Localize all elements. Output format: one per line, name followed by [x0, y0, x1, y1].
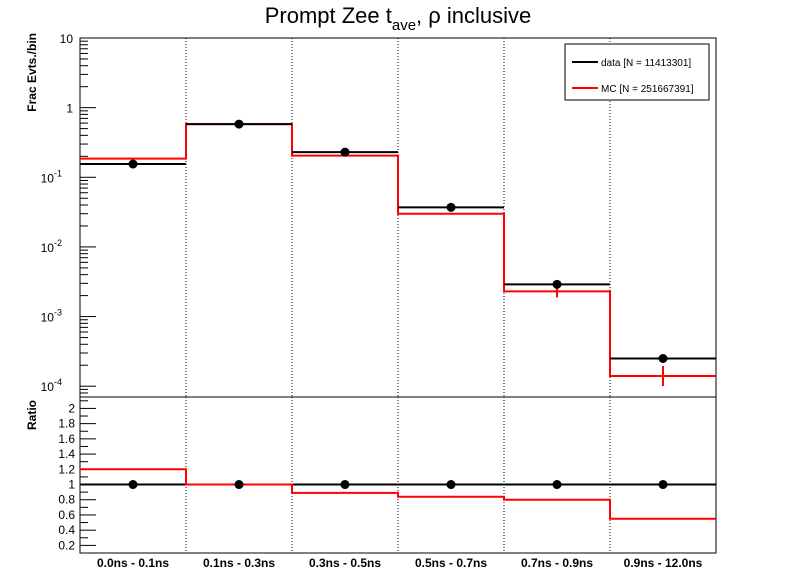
chart-title-subscript: ave: [392, 17, 416, 34]
data-ratio-point: [658, 480, 668, 490]
data-ratio-point: [340, 480, 350, 490]
x-category-label: 0.9ns - 12.0ns: [624, 556, 703, 570]
legend: data [N = 11413301] MC [N = 251667391]: [564, 43, 710, 101]
top-ytick-label: 10-1: [41, 168, 62, 185]
legend-box: [564, 43, 710, 101]
bottom-ytick-label: 1.4: [58, 447, 75, 461]
data-point: [552, 279, 562, 289]
top-ytick-label: 10-4: [41, 377, 62, 394]
data-point: [446, 202, 456, 212]
data-point: [234, 119, 244, 129]
bottom-plot: 0.20.40.60.81 1.21.41.61.8 2 0.0ns - 0.1ns 0…: [58, 396, 717, 570]
top-ytick-exponent: -3: [54, 308, 62, 318]
x-category-label: 0.7ns - 0.9ns: [521, 556, 593, 570]
x-category-label: 0.5ns - 0.7ns: [415, 556, 487, 570]
top-ytick-label: 10: [60, 32, 74, 46]
bottom-ytick-label: 2: [68, 401, 75, 415]
x-category-label: 0.1ns - 0.3ns: [203, 556, 275, 570]
bottom-ytick-label: 1: [68, 478, 75, 492]
top-ytick-base: 10: [60, 32, 74, 46]
legend-label-mc: MC [N = 251667391]: [601, 84, 694, 95]
data-point: [340, 147, 350, 157]
bottom-ytick-label: 1.2: [58, 462, 75, 476]
top-ytick-exponent: -4: [54, 377, 62, 387]
data-ratio-point: [234, 480, 244, 490]
top-ytick-label: 10-2: [41, 238, 62, 255]
top-ytick-exponent: -1: [54, 168, 62, 178]
data-ratio-point: [446, 480, 456, 490]
top-ytick-base: 10: [41, 171, 55, 185]
data-point: [658, 353, 668, 363]
bottom-ytick-label: 1.8: [58, 417, 75, 431]
top-ytick-exponent: -2: [54, 238, 62, 248]
x-category-label: 0.3ns - 0.5ns: [309, 556, 381, 570]
x-category-label: 0.0ns - 0.1ns: [97, 556, 169, 570]
bottom-ytick-label: 0.4: [58, 523, 75, 537]
top-ytick-base: 1: [66, 102, 73, 116]
data-ratio-point: [128, 480, 138, 490]
bottom-ylabel: Ratio: [25, 400, 39, 430]
bottom-ytick-label: 1.6: [58, 432, 75, 446]
legend-label-data: data [N = 11413301]: [601, 58, 691, 69]
top-ylabel: Frac Evts./bin: [25, 33, 39, 112]
bottom-ytick-label: 0.2: [58, 538, 75, 552]
bottom-ytick-label: 0.8: [58, 493, 75, 507]
top-ytick-label: 1: [66, 102, 73, 116]
data-point: [128, 159, 138, 169]
top-ytick-label: 10-3: [41, 308, 62, 325]
data-ratio-point: [552, 480, 562, 490]
mc-ratio-histogram: [80, 468, 716, 520]
chart-title: Prompt Zee tave, ρ inclusive: [265, 3, 532, 34]
mc-histogram: [80, 123, 716, 378]
top-ytick-base: 10: [41, 380, 55, 394]
bottom-ytick-label: 0.6: [58, 508, 75, 522]
top-ytick-base: 10: [41, 241, 55, 255]
top-ytick-base: 10: [41, 311, 55, 325]
